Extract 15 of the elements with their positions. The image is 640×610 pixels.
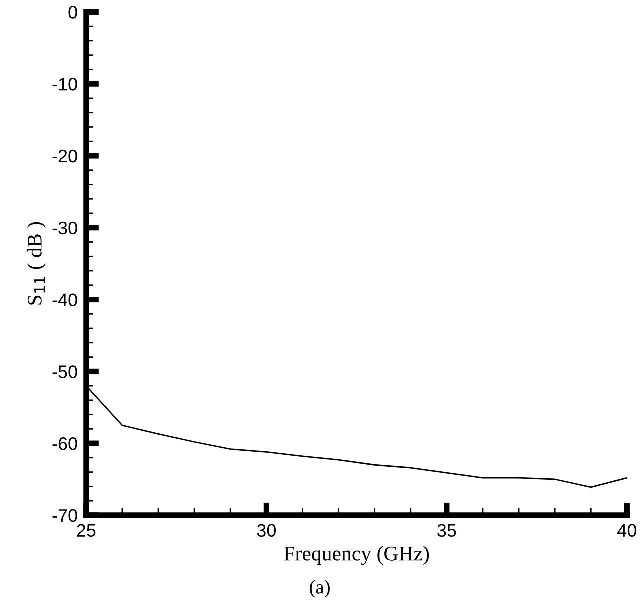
- y-tick-label: -30: [52, 222, 78, 235]
- x-axis-title: Frequency (GHz): [284, 546, 430, 566]
- text: (a): [310, 580, 330, 598]
- y-tick-label: -70: [52, 509, 78, 522]
- y-tick-label: -50: [52, 366, 78, 378]
- y-axis-title: S$_{11}$ ( dB ): [27, 222, 46, 305]
- y-tick-label: -20: [52, 150, 78, 163]
- x-tick-label: 35: [438, 524, 456, 538]
- x-tick-label: 25: [77, 524, 96, 538]
- x-tick-label: 40: [618, 524, 637, 538]
- y-tick-label: -60: [52, 437, 78, 450]
- y-tick-label: -10: [52, 78, 78, 91]
- y-tick-label: 0: [68, 6, 78, 19]
- x-tick-label: 30: [257, 524, 276, 538]
- y-tick-label: -40: [52, 294, 78, 306]
